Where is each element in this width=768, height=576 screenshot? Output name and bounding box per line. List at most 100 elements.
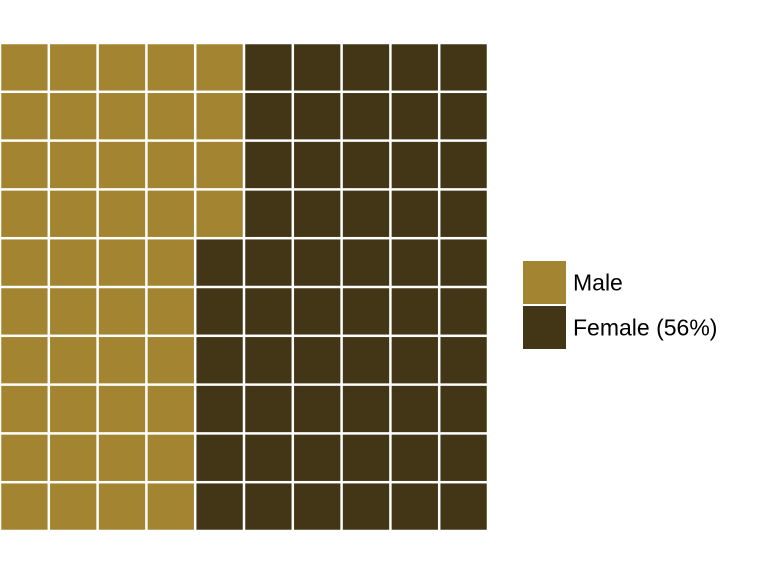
- waffle-cell-male: [98, 337, 146, 384]
- waffle-cell-female: [294, 141, 341, 189]
- waffle-cell-female: [245, 239, 292, 286]
- waffle-cell-female: [440, 483, 487, 530]
- waffle-cell-female: [245, 434, 292, 481]
- waffle-cell-female: [294, 44, 341, 91]
- waffle-cell-male: [50, 337, 97, 384]
- waffle-cell-female: [342, 483, 390, 530]
- waffle-cell-female: [294, 483, 341, 530]
- waffle-cell-female: [391, 434, 438, 481]
- legend-label-male: Male: [573, 270, 623, 296]
- waffle-cell-female: [196, 434, 243, 481]
- waffle-cell-female: [391, 190, 438, 237]
- waffle-cell-female: [440, 190, 487, 237]
- waffle-cell-male: [50, 483, 97, 530]
- waffle-cell-male: [50, 239, 97, 286]
- waffle-cell-female: [294, 434, 341, 481]
- waffle-cell-female: [245, 385, 292, 433]
- legend: Male Female (56%): [523, 261, 717, 349]
- waffle-cell-male: [98, 288, 146, 335]
- waffle-cell-male: [1, 93, 48, 140]
- waffle-cell-male: [196, 141, 243, 189]
- waffle-cell-male: [1, 44, 48, 91]
- waffle-cell-male: [98, 190, 146, 237]
- waffle-cell-male: [98, 434, 146, 481]
- waffle-cell-female: [342, 337, 390, 384]
- legend-key-male: [523, 261, 566, 304]
- waffle-cell-female: [245, 288, 292, 335]
- waffle-cell-female: [294, 93, 341, 140]
- waffle-cell-male: [1, 337, 48, 384]
- waffle-cell-male: [196, 190, 243, 237]
- legend-label-female: Female (56%): [573, 315, 717, 341]
- waffle-cell-male: [50, 288, 97, 335]
- waffle-cell-male: [196, 93, 243, 140]
- waffle-cell-male: [1, 239, 48, 286]
- waffle-cell-female: [391, 385, 438, 433]
- waffle-cell-female: [294, 385, 341, 433]
- waffle-cell-male: [147, 337, 194, 384]
- waffle-cell-female: [245, 44, 292, 91]
- legend-key-female: [523, 306, 566, 349]
- waffle-grid: [1, 44, 487, 530]
- waffle-cell-female: [440, 434, 487, 481]
- waffle-cell-female: [391, 141, 438, 189]
- waffle-cell-female: [391, 337, 438, 384]
- waffle-cell-male: [1, 385, 48, 433]
- waffle-cell-male: [98, 141, 146, 189]
- waffle-cell-female: [440, 385, 487, 433]
- waffle-cell-female: [391, 288, 438, 335]
- waffle-cell-female: [294, 337, 341, 384]
- waffle-cell-female: [440, 44, 487, 91]
- waffle-cell-female: [342, 93, 390, 140]
- waffle-cell-female: [391, 44, 438, 91]
- waffle-cell-female: [391, 483, 438, 530]
- waffle-cell-female: [391, 239, 438, 286]
- waffle-cell-male: [98, 385, 146, 433]
- waffle-cell-female: [342, 141, 390, 189]
- waffle-cell-female: [440, 239, 487, 286]
- waffle-cell-female: [342, 190, 390, 237]
- waffle-cell-female: [342, 434, 390, 481]
- waffle-cell-male: [50, 190, 97, 237]
- waffle-cell-female: [196, 483, 243, 530]
- waffle-cell-male: [1, 141, 48, 189]
- waffle-cell-female: [294, 239, 341, 286]
- waffle-cell-male: [1, 434, 48, 481]
- waffle-cell-female: [342, 288, 390, 335]
- waffle-cell-male: [50, 434, 97, 481]
- waffle-cell-female: [440, 288, 487, 335]
- waffle-cell-male: [50, 385, 97, 433]
- waffle-cell-female: [196, 288, 243, 335]
- waffle-cell-male: [50, 141, 97, 189]
- waffle-cell-male: [147, 434, 194, 481]
- waffle-cell-female: [245, 141, 292, 189]
- waffle-cell-male: [98, 93, 146, 140]
- waffle-cell-male: [1, 288, 48, 335]
- waffle-cell-female: [440, 93, 487, 140]
- waffle-cell-male: [98, 483, 146, 530]
- waffle-cell-female: [391, 93, 438, 140]
- waffle-cell-female: [196, 385, 243, 433]
- waffle-cell-male: [147, 44, 194, 91]
- waffle-cell-female: [440, 141, 487, 189]
- waffle-cell-female: [245, 93, 292, 140]
- waffle-cell-male: [147, 385, 194, 433]
- waffle-cell-male: [147, 141, 194, 189]
- waffle-cell-male: [196, 44, 243, 91]
- waffle-cell-male: [147, 93, 194, 140]
- waffle-cell-female: [342, 44, 390, 91]
- waffle-cell-male: [98, 44, 146, 91]
- waffle-cell-female: [245, 483, 292, 530]
- waffle-cell-male: [98, 239, 146, 286]
- waffle-cell-female: [294, 190, 341, 237]
- waffle-cell-male: [50, 44, 97, 91]
- waffle-cell-male: [147, 483, 194, 530]
- waffle-cell-female: [440, 337, 487, 384]
- waffle-cell-male: [1, 190, 48, 237]
- waffle-cell-male: [1, 483, 48, 530]
- waffle-cell-female: [245, 190, 292, 237]
- waffle-cell-female: [342, 385, 390, 433]
- waffle-cell-female: [294, 288, 341, 335]
- waffle-cell-male: [147, 190, 194, 237]
